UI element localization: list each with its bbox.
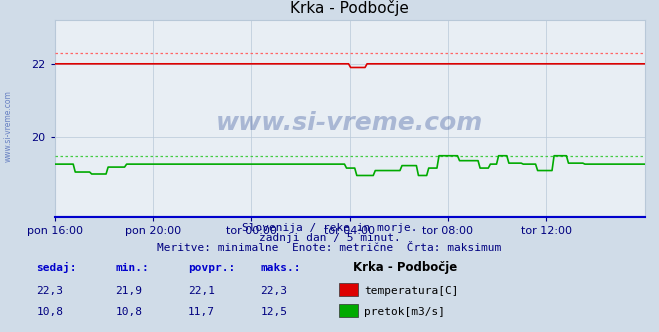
Text: pretok[m3/s]: pretok[m3/s] <box>364 307 445 317</box>
Text: Krka - Podbočje: Krka - Podbočje <box>353 261 457 274</box>
Text: 10,8: 10,8 <box>115 307 142 317</box>
Text: 21,9: 21,9 <box>115 286 142 296</box>
Text: zadnji dan / 5 minut.: zadnji dan / 5 minut. <box>258 233 401 243</box>
Text: povpr.:: povpr.: <box>188 263 235 273</box>
Text: 12,5: 12,5 <box>260 307 287 317</box>
Text: sedaj:: sedaj: <box>36 262 76 273</box>
Text: min.:: min.: <box>115 263 149 273</box>
Text: 22,1: 22,1 <box>188 286 215 296</box>
Text: 22,3: 22,3 <box>260 286 287 296</box>
Text: 10,8: 10,8 <box>36 307 63 317</box>
Text: www.si-vreme.com: www.si-vreme.com <box>216 111 483 135</box>
Text: 22,3: 22,3 <box>36 286 63 296</box>
Title: Krka - Podbočje: Krka - Podbočje <box>290 0 409 16</box>
Text: Meritve: minimalne  Enote: metrične  Črta: maksimum: Meritve: minimalne Enote: metrične Črta:… <box>158 243 501 253</box>
Text: maks.:: maks.: <box>260 263 301 273</box>
Text: temperatura[C]: temperatura[C] <box>364 286 459 296</box>
Text: www.si-vreme.com: www.si-vreme.com <box>3 90 13 162</box>
Text: Slovenija / reke in morje.: Slovenija / reke in morje. <box>242 223 417 233</box>
Text: 11,7: 11,7 <box>188 307 215 317</box>
